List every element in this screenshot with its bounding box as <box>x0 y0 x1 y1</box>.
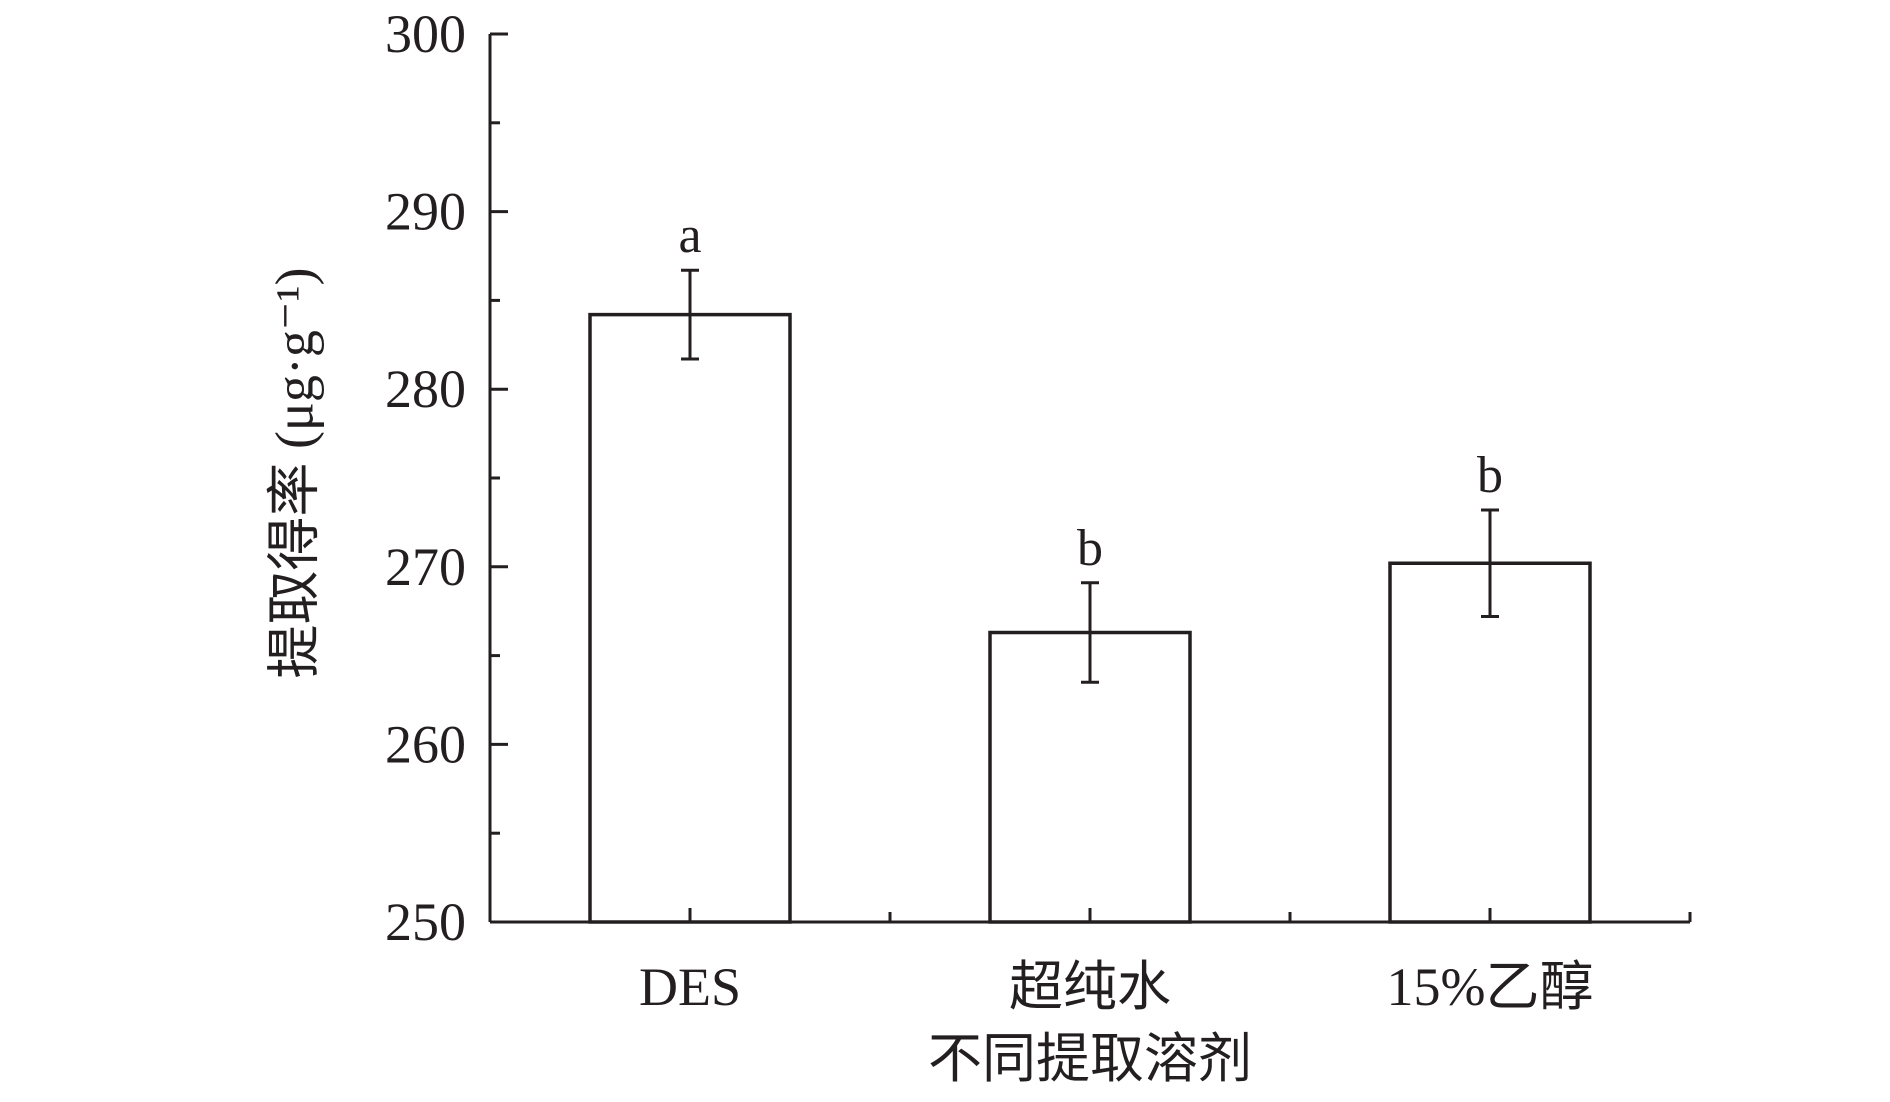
plot-area: a DES b 超纯水 b 15%乙醇 <box>588 207 1594 1017</box>
x-category-label: DES <box>639 957 741 1017</box>
y-tick-label: 280 <box>385 359 466 419</box>
bar <box>588 312 792 924</box>
significance-label: b <box>1077 520 1103 577</box>
x-category-label: 超纯水 <box>1009 957 1171 1017</box>
x-axis-ticks <box>688 908 1692 922</box>
y-axis-ticks: 250 260 270 280 290 300 <box>385 4 508 952</box>
y-axis-title: 提取得率 (μg·g⁻¹) <box>264 267 324 678</box>
x-category-label: 15%乙醇 <box>1387 957 1594 1017</box>
y-tick-label: 260 <box>385 714 466 774</box>
significance-label: a <box>678 207 701 264</box>
y-tick-label: 300 <box>385 4 466 64</box>
x-axis-title: 不同提取溶剂 <box>928 1029 1252 1089</box>
y-tick-label: 250 <box>385 892 466 952</box>
bar <box>1388 561 1592 924</box>
y-tick-label: 290 <box>385 182 466 242</box>
y-tick-label: 270 <box>385 537 466 597</box>
significance-label: b <box>1477 447 1503 504</box>
